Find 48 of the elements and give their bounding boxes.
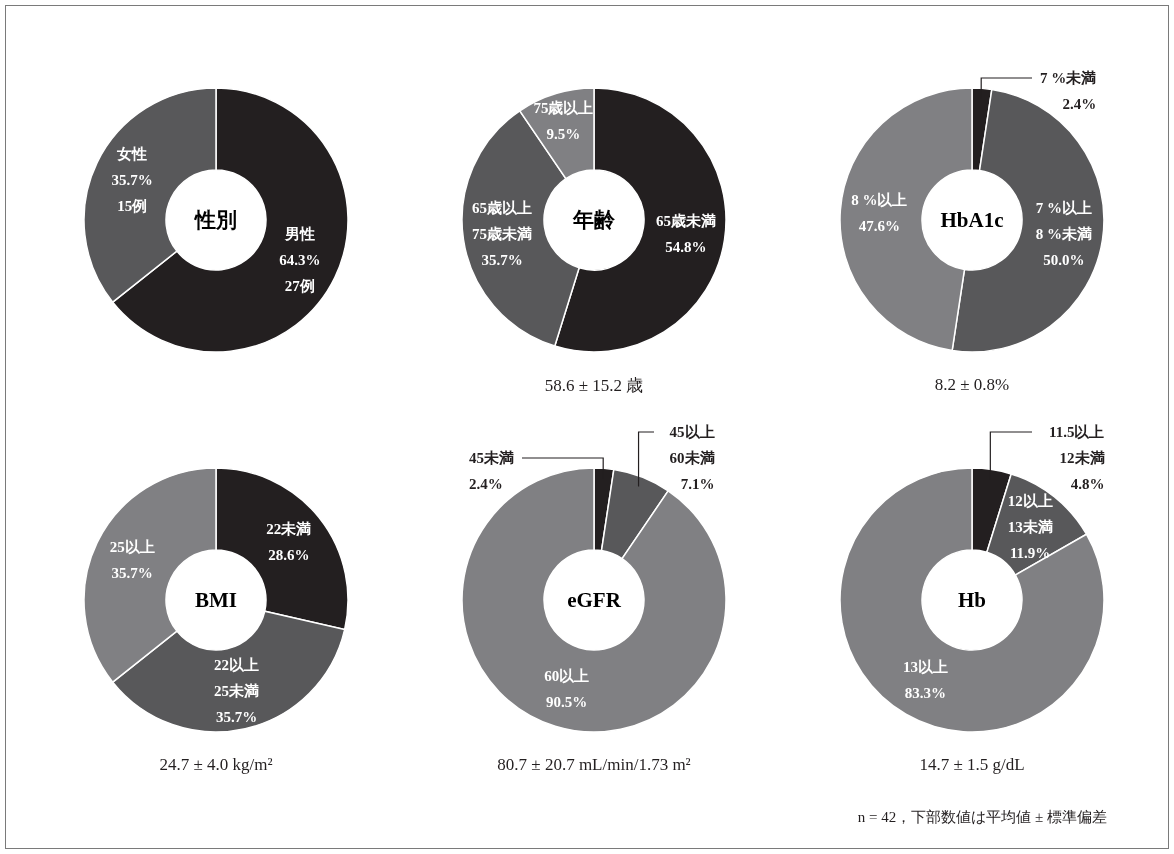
slice-label: 12以上13未満: [1006, 492, 1054, 538]
slice-label: 45未満: [469, 449, 514, 468]
data-label: 2.4%: [469, 475, 504, 494]
text: eGFR: [567, 587, 621, 613]
data-label: 47.6%: [857, 217, 901, 236]
data-label: 90.5%: [545, 692, 589, 712]
text: Hb: [957, 587, 987, 613]
slice-label: 22未満: [266, 520, 312, 540]
data-label: 35.7% 15例: [111, 170, 153, 216]
slice-label: 7 %未満: [1040, 69, 1097, 88]
text: 性別: [195, 207, 237, 234]
text: HbA1c: [940, 207, 1004, 233]
data-label: 4.8%: [1070, 476, 1105, 492]
data-label: 64.3% 27例: [279, 251, 321, 297]
slice-label: 65歳以上75歳未満: [471, 198, 533, 244]
data-label: 2.4%: [1061, 95, 1097, 114]
data-label: 35.7%: [214, 707, 259, 727]
data-label: 50.0%: [1042, 250, 1086, 270]
donut-slice: [839, 467, 1105, 733]
data-label: 54.8%: [664, 237, 708, 257]
data-label: 7.1%: [679, 475, 715, 494]
data-label: 35.7%: [110, 563, 154, 583]
text: n = 42，下部数値は平均値 ± 標準偏差: [857, 808, 1107, 827]
text: 14.7 ± 1.5 g/dL: [919, 755, 1025, 775]
slice-label: 75歳以上: [533, 98, 594, 118]
data-label: 11.9%: [1008, 544, 1052, 564]
slice-label: 45以上60未満: [668, 423, 715, 468]
text: 年齢: [573, 207, 615, 234]
slice-label: 11.5以上12未満: [1048, 423, 1105, 468]
text: 80.7 ± 20.7 mL/min/1.73 m²: [497, 755, 691, 775]
slice-label: 60以上: [544, 666, 590, 686]
data-label: 83.3%: [903, 684, 948, 704]
slice-label: 22以上25未満: [213, 655, 261, 701]
slice-label: 8 %以上: [851, 191, 908, 210]
slice-label: 65歳未満: [655, 211, 716, 231]
text: 8.2 ± 0.8%: [934, 375, 1010, 395]
slice-label: 女性: [116, 144, 149, 164]
slice-label: 25以上: [109, 537, 155, 557]
data-label: 35.7%: [480, 250, 524, 270]
text: 24.7 ± 4.0 kg/m²: [159, 755, 273, 775]
slice-label: 7 %以上8 %未満: [1034, 198, 1094, 244]
slice-label: 13以上: [902, 658, 948, 678]
text: BMI: [195, 587, 237, 613]
slice-label: 男性: [283, 225, 316, 245]
donut-slice: [461, 467, 727, 733]
text: 58.6 ± 15.2 歳: [544, 374, 644, 397]
data-label: 28.6%: [267, 546, 311, 566]
data-label: 9.5%: [545, 124, 582, 144]
